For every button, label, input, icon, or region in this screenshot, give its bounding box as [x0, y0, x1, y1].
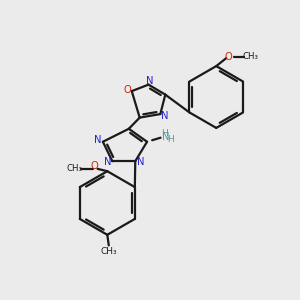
Text: O: O — [90, 161, 98, 172]
Text: O: O — [225, 52, 232, 62]
Text: H: H — [167, 135, 174, 144]
Text: N: N — [146, 76, 154, 85]
Text: N: N — [162, 132, 170, 142]
Text: CH₃: CH₃ — [67, 164, 83, 173]
Text: CH₃: CH₃ — [100, 247, 117, 256]
Text: N: N — [104, 157, 112, 167]
Text: N: N — [94, 135, 101, 145]
Text: H: H — [161, 129, 168, 138]
Text: N: N — [136, 157, 144, 167]
Text: N: N — [161, 111, 168, 121]
Text: O: O — [124, 85, 131, 94]
Text: CH₃: CH₃ — [243, 52, 259, 61]
